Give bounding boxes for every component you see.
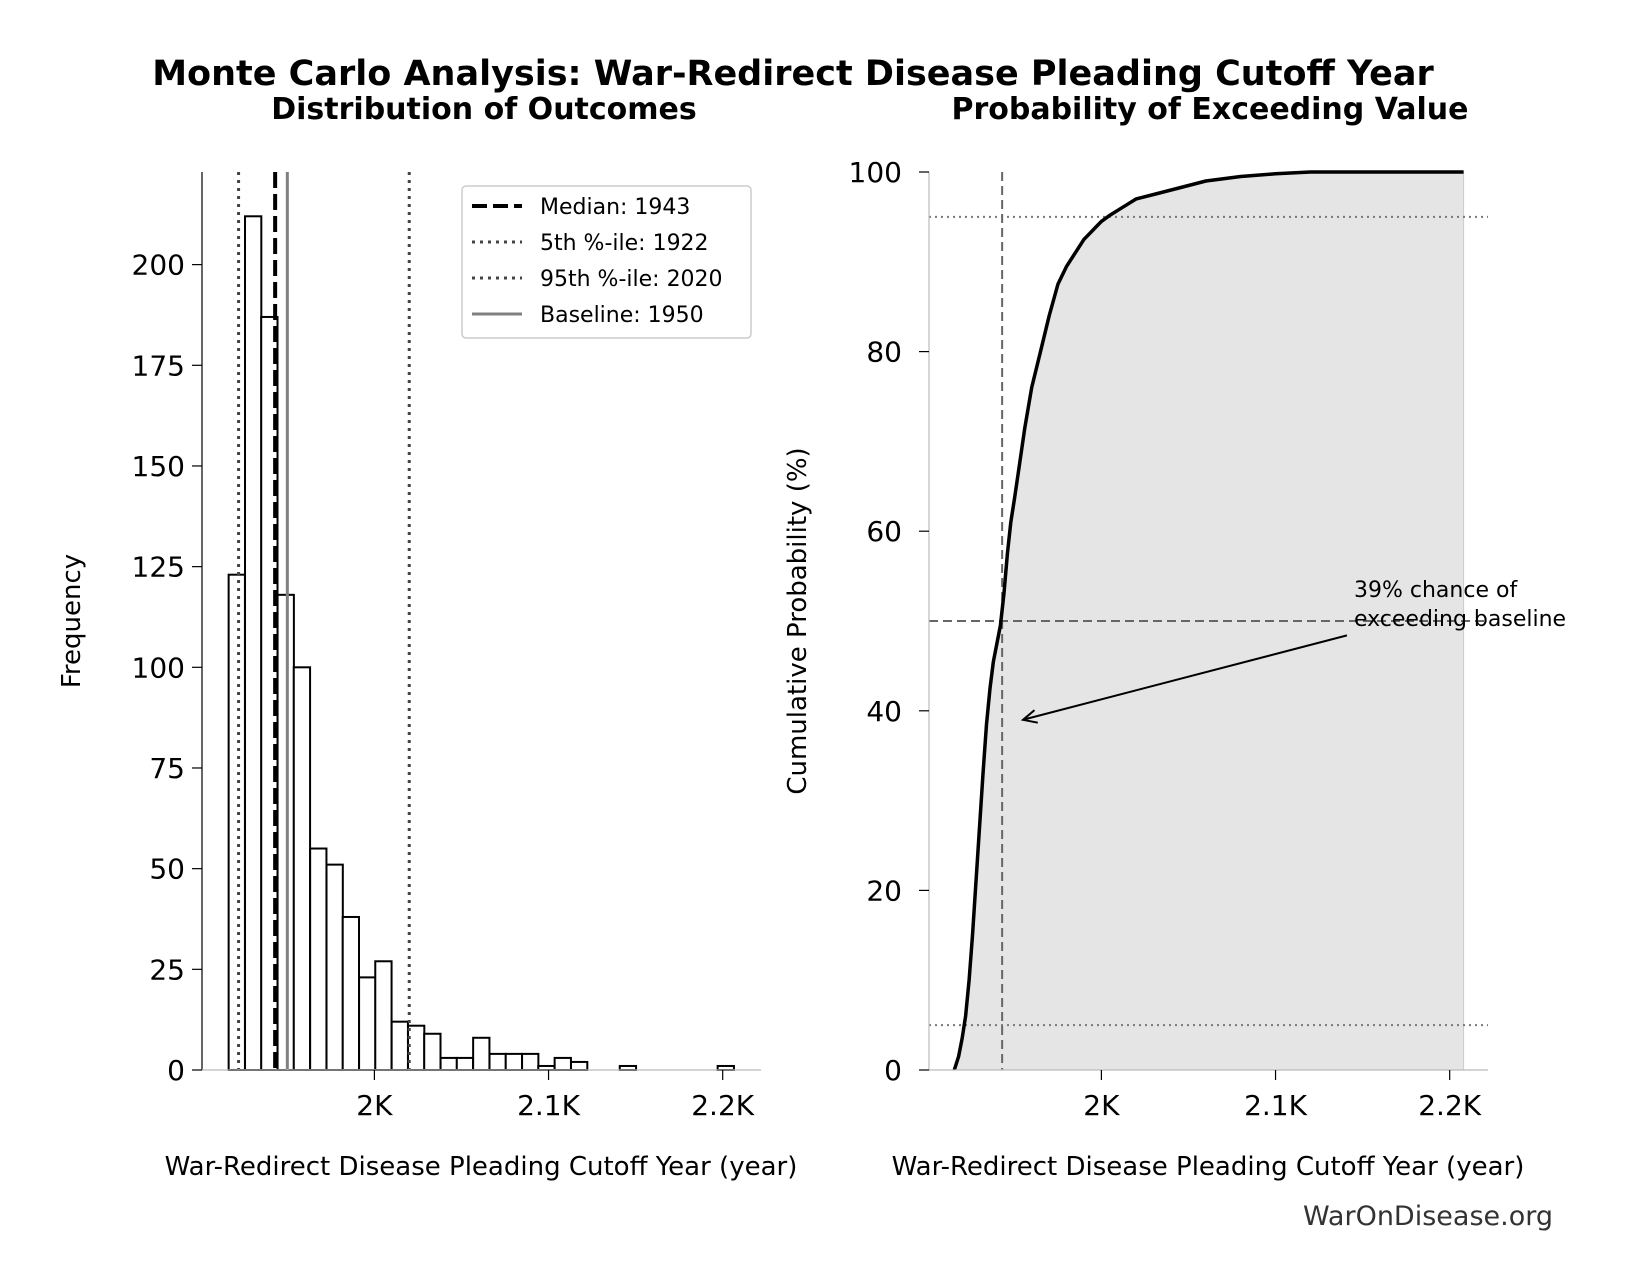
legend-baseline-label: Baseline: 1950 (540, 303, 704, 328)
cdf-title: Probability of Exceeding Value (951, 92, 1468, 127)
histogram-bar (276, 593, 295, 1072)
x-tick-label: 2K (356, 1089, 393, 1122)
legend-box (461, 185, 752, 339)
x-tick-label: 2.2K (691, 1089, 755, 1122)
legend-median-label: Median: 1943 (540, 195, 690, 220)
cdf-annotation: 39% chance of exceeding baseline (1020, 578, 1566, 724)
histogram-bar (358, 976, 377, 1071)
histogram-title: Distribution of Outcomes (271, 92, 697, 127)
cdf-y-ticks: 0 20 40 60 80 100 (849, 156, 929, 1087)
figure-title: Monte Carlo Analysis: War-Redirect Disea… (152, 54, 1434, 94)
histogram-bar (570, 1060, 589, 1071)
histogram-bar (537, 1064, 556, 1072)
y-tick-label: 175 (132, 349, 185, 382)
annotation-line-1: 39% chance of (1354, 578, 1518, 603)
histogram-bar (553, 1056, 572, 1072)
y-tick-label: 150 (132, 450, 185, 483)
histogram-x-label: War-Redirect Disease Pleading Cutoff Yea… (165, 1152, 798, 1182)
cdf-axes: Probability of Exceeding Value 0 20 40 60 80… (783, 92, 1566, 1182)
histogram-bar (618, 1064, 638, 1072)
annotation-line-2: exceeding baseline (1354, 607, 1566, 632)
histogram-bar (309, 847, 328, 1072)
legend-p95-label: 95th %-ile: 2020 (540, 267, 723, 292)
histogram-bar (423, 1032, 442, 1071)
y-tick-label: 100 (132, 651, 185, 684)
histogram-bar (227, 573, 246, 1072)
y-tick-label: 60 (866, 515, 902, 548)
annotation-arrow-head (1020, 709, 1038, 724)
cdf-x-label: War-Redirect Disease Pleading Cutoff Yea… (892, 1152, 1525, 1182)
x-tick-label: 2.1K (517, 1089, 581, 1122)
y-tick-label: 100 (849, 156, 902, 189)
histogram-reference-lines (237, 172, 411, 1070)
annotation-arrow (1022, 634, 1348, 721)
y-tick-label: 20 (866, 874, 902, 907)
histogram-bar (488, 1052, 507, 1071)
cdf-x-ticks: 2K 2.1K 2.2K (1083, 1070, 1482, 1122)
y-tick-label: 75 (149, 752, 185, 785)
histogram-bar (455, 1056, 475, 1072)
histogram-axes: Distribution of Outcomes 0 25 50 75 100 125 15… (57, 92, 797, 1182)
histogram-bar (244, 215, 263, 1071)
histogram-y-label: Frequency (57, 554, 87, 688)
watermark: WarOnDisease.org (1303, 1201, 1553, 1232)
histogram-x-ticks: 2K 2.1K 2.2K (356, 1070, 755, 1122)
histogram-bars (227, 215, 735, 1072)
histogram-y-ticks: 0 25 50 75 100 125 150 175 200 (132, 249, 202, 1087)
histogram-bar (439, 1056, 458, 1072)
x-tick-label: 2K (1083, 1089, 1120, 1122)
histogram-bar (472, 1036, 491, 1072)
y-tick-label: 50 (149, 853, 185, 886)
y-tick-label: 125 (132, 551, 185, 584)
y-tick-label: 0 (167, 1054, 185, 1087)
histogram-bar (292, 666, 312, 1071)
histogram-bar (521, 1052, 540, 1071)
y-tick-label: 80 (866, 336, 902, 369)
y-tick-label: 0 (884, 1054, 902, 1087)
histogram-bar (407, 1024, 426, 1071)
cdf-y-label: Cumulative Probability (%) (783, 447, 813, 794)
cdf-series-line (952, 170, 1464, 1071)
histogram-bar (325, 863, 344, 1071)
histogram-bar (716, 1064, 735, 1072)
legend-p5-label: 5th %-ile: 1922 (540, 231, 709, 256)
legend: Median: 1943 5th %-ile: 1922 95th %-ile:… (461, 185, 752, 339)
histogram-bar (374, 960, 393, 1072)
histogram-bar (504, 1052, 524, 1071)
x-tick-label: 2.2K (1418, 1089, 1482, 1122)
histogram-bar (341, 915, 361, 1072)
y-tick-label: 40 (866, 695, 902, 728)
y-tick-label: 200 (132, 249, 185, 282)
y-tick-label: 25 (149, 953, 185, 986)
histogram-bar (390, 1020, 409, 1071)
x-tick-label: 2.1K (1244, 1089, 1308, 1122)
